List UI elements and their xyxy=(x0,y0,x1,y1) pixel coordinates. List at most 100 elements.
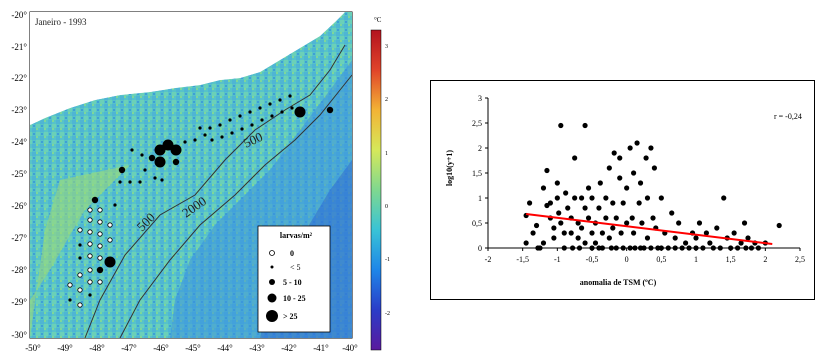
lat-tick-label: -22° xyxy=(11,73,27,83)
scatter-point xyxy=(555,195,560,200)
scatter-point xyxy=(541,240,546,245)
scatter-point xyxy=(610,200,615,205)
larvae-station-marker xyxy=(258,106,261,109)
larvae-station-marker xyxy=(278,98,281,101)
larvae-station-marker xyxy=(270,114,273,117)
larvae-station-marker xyxy=(128,180,131,183)
larvae-station-marker xyxy=(88,208,92,212)
larvae-station-marker xyxy=(68,298,71,301)
legend-label: > 25 xyxy=(283,312,298,321)
larvae-station-marker xyxy=(98,256,102,260)
lat-tick-label: -30° xyxy=(11,330,27,340)
x-tick-label: 0,5 xyxy=(656,255,666,264)
scatter-point xyxy=(742,220,747,225)
scatter-point xyxy=(777,223,782,228)
larvae-station-marker xyxy=(220,135,223,138)
larvae-station-marker xyxy=(295,107,306,118)
x-tick-label: 1,5 xyxy=(726,255,736,264)
lon-tick-label: -50° xyxy=(25,343,41,353)
lon-tick-label: -47° xyxy=(121,343,137,353)
colorbar-tick-label: 1 xyxy=(385,151,388,157)
scatter-point xyxy=(621,200,626,205)
scatter-point xyxy=(600,230,605,235)
scatter-point xyxy=(617,155,622,160)
scatter-point xyxy=(617,175,622,180)
scatter-point xyxy=(673,235,678,240)
scatter-point xyxy=(569,230,574,235)
larvae-station-marker xyxy=(108,238,112,242)
larvae-station-marker xyxy=(78,303,82,307)
y-tick-label: 1,5 xyxy=(472,169,482,178)
legend-symbol-tiny xyxy=(271,266,274,269)
scatter-chart: 0 0,5 1 1,5 2 2,5 3 -2 -1,5 -1 -0,5 0 0,5 1 1,5 2 2,5 lo… xyxy=(430,80,815,300)
scatter-point xyxy=(631,170,636,175)
larvae-station-marker xyxy=(98,280,102,284)
larvae-station-marker xyxy=(160,178,163,181)
larvae-station-marker xyxy=(183,140,186,143)
scatter-point xyxy=(582,123,587,128)
x-axis-label: anomalia de TSM (ºC) xyxy=(580,278,657,287)
larvae-station-marker xyxy=(105,257,116,268)
lat-tick-label: -26° xyxy=(11,201,27,211)
scatter-point xyxy=(621,245,626,250)
scatter-point xyxy=(632,245,637,250)
lat-tick-label: -25° xyxy=(11,169,27,179)
colorbar-unit: °C xyxy=(374,16,382,24)
scatter-point xyxy=(603,215,608,220)
scatter-point xyxy=(576,235,581,240)
larvae-station-marker xyxy=(130,148,133,151)
larvae-station-marker xyxy=(78,288,82,292)
scatter-point xyxy=(589,245,594,250)
scatter-point xyxy=(586,215,591,220)
scatter-point xyxy=(600,245,605,250)
legend-label: 10 - 25 xyxy=(283,294,306,303)
y-tick-label: 3 xyxy=(478,94,482,103)
lon-tick-label: -42° xyxy=(281,343,297,353)
scatter-point xyxy=(530,230,535,235)
scatter-point xyxy=(659,245,664,250)
larvae-station-marker xyxy=(88,293,91,296)
larvae-station-marker xyxy=(98,244,102,248)
lat-tick-label: -28° xyxy=(11,265,27,275)
larvae-station-marker xyxy=(88,230,92,234)
larvae-station-marker xyxy=(228,118,231,121)
legend-symbol-zero xyxy=(270,251,275,256)
x-tick-label: -2 xyxy=(485,255,492,264)
scatter-point xyxy=(628,145,633,150)
larvae-station-marker xyxy=(138,180,141,183)
larvae-station-marker xyxy=(68,283,72,287)
scatter-point xyxy=(728,245,733,250)
y-tick-label: 2 xyxy=(478,144,482,153)
scatter-point xyxy=(669,210,674,215)
legend-symbol-medium xyxy=(268,294,277,303)
lat-tick-label: -24° xyxy=(11,137,27,147)
scatter-point xyxy=(637,200,642,205)
scatter-point xyxy=(673,245,678,250)
scatter-point xyxy=(593,240,598,245)
x-tick-label: -1,5 xyxy=(516,255,529,264)
scatter-point xyxy=(551,235,556,240)
larvae-station-marker xyxy=(268,102,271,105)
legend-label: 5 - 10 xyxy=(283,278,302,287)
scatter-point xyxy=(749,245,754,250)
scatter-point xyxy=(548,200,553,205)
larvae-station-marker xyxy=(88,218,92,222)
scatter-point xyxy=(743,245,748,250)
y-tick-label: 0,5 xyxy=(472,219,482,228)
scatter-point xyxy=(650,215,655,220)
scatter-point xyxy=(607,165,612,170)
scatter-point xyxy=(648,145,653,150)
larvae-station-marker xyxy=(327,107,333,113)
larvae-station-marker xyxy=(153,176,156,179)
scatter-point xyxy=(711,245,716,250)
larvae-station-marker xyxy=(88,254,92,258)
lon-tick-label: -49° xyxy=(57,343,73,353)
larvae-station-marker xyxy=(78,273,82,277)
larvae-station-marker xyxy=(92,197,98,203)
scatter-point xyxy=(562,245,567,250)
scatter-point xyxy=(541,185,546,190)
scatter-point xyxy=(610,225,615,230)
scatter-point xyxy=(612,150,617,155)
scatter-point xyxy=(631,230,636,235)
scatter-point xyxy=(556,210,561,215)
